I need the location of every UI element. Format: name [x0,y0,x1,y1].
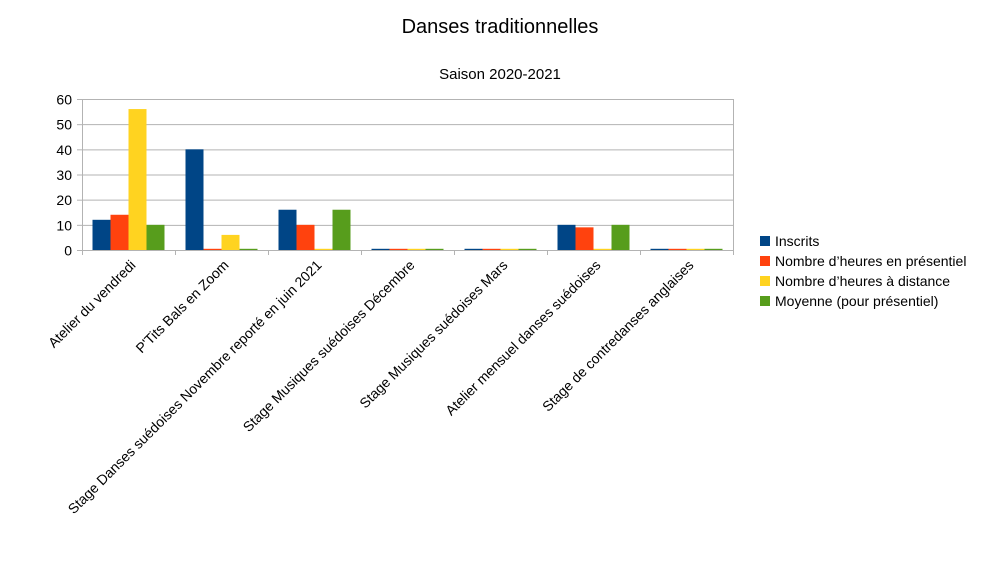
legend-item: Moyenne (pour présentiel) [760,291,966,311]
legend-label: Inscrits [775,233,820,249]
legend-item: Inscrits [760,231,966,251]
bar [203,248,222,250]
chart-title: Danses traditionnelles [402,16,599,38]
bar [239,248,258,250]
legend-label: Nombre d’heures en présentiel [775,253,967,269]
legend-item: Nombre d’heures à distance [760,271,966,291]
bar [185,149,204,250]
y-tick-label: 10 [56,217,72,233]
y-tick-label: 0 [64,243,72,259]
bar [314,248,333,250]
plot-area [82,99,734,251]
bar [650,248,669,250]
bar [332,209,351,250]
x-tick-label: P'Tits Bals en Zoom [132,257,231,356]
x-tick-label: Atelier mensuel danses suédoises [442,257,604,419]
bar [146,224,165,250]
bar [557,224,576,250]
bar [611,224,630,250]
bars [92,109,723,250]
legend-label: Nombre d’heures à distance [775,273,951,289]
bar [482,248,501,250]
bar [296,224,315,250]
y-tick-label: 20 [56,192,72,208]
bar [110,214,129,250]
x-tick-label: Atelier du vendredi [45,257,139,351]
bar [686,248,705,250]
y-tick-label: 60 [56,92,72,108]
bar [500,248,519,250]
y-tick-label: 30 [56,167,72,183]
bar [425,248,444,250]
y-tick-label: 50 [56,117,72,133]
chart-subtitle: Saison 2020-2021 [439,66,561,83]
bar [278,209,297,250]
gridlines [82,99,734,251]
bar [464,248,483,250]
legend-label: Moyenne (pour présentiel) [775,293,939,309]
bar [668,248,687,250]
x-tick-label: Stage Musiques suédoises Mars [356,257,510,411]
bar [92,219,111,250]
bar [593,248,612,250]
legend-swatch [760,256,770,266]
bar [575,227,594,250]
bar [128,109,147,250]
y-tick-label: 40 [56,142,72,158]
bar [221,234,240,250]
x-tick-label: Stage de contredanses anglaises [539,257,697,415]
legend-swatch [760,276,770,286]
x-tick-label: Stage Musiques suédoises Décembre [240,257,418,435]
legend-item: Nombre d’heures en présentiel [760,251,966,271]
bar [518,248,537,250]
legend-swatch [760,296,770,306]
legend-swatch [760,236,770,246]
bar [407,248,426,250]
bar [371,248,390,250]
bar [389,248,408,250]
bar [704,248,723,250]
legend: Inscrits Nombre d’heures en présentiel Nom… [760,231,966,311]
